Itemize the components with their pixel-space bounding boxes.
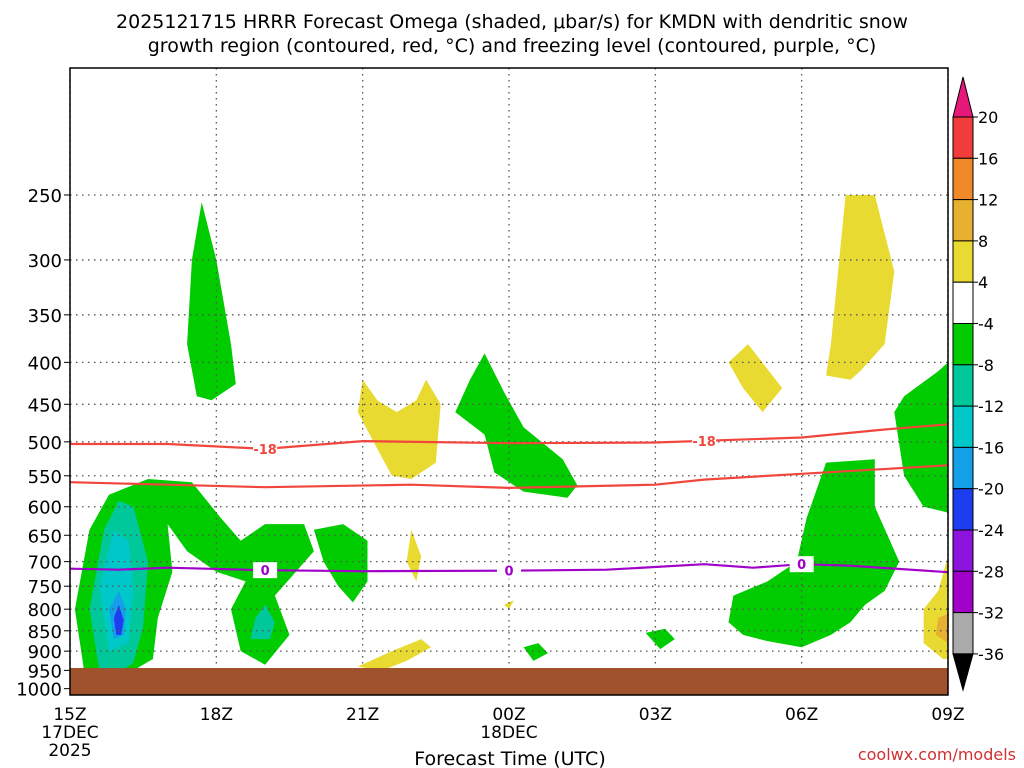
y-tick-label: 400	[28, 353, 62, 374]
y-tick-label: 950	[28, 661, 62, 682]
plot-frame	[69, 67, 949, 696]
y-tick-label: 500	[28, 433, 62, 454]
omega-region-10	[645, 628, 675, 650]
x-tick-date: 18DEC	[480, 723, 537, 743]
colorbar-label: -24	[978, 521, 1004, 540]
dgz-upper-18C-label-bg	[692, 432, 717, 449]
y-tick-label: 900	[28, 642, 62, 663]
terrain-band	[70, 668, 948, 695]
omega-region-8	[455, 353, 578, 498]
freezing-level-0C-label: 0	[797, 558, 806, 573]
colorbar-label: 8	[978, 232, 988, 251]
y-tick-label: 750	[28, 577, 62, 598]
colorbar-label: 16	[978, 149, 998, 168]
colorbar: 20 16 12 8 4 -4 -8 -12 -16 -20 -24 -28 -32 -36	[952, 76, 1004, 692]
y-tick-label: 350	[28, 306, 62, 327]
omega-region-12	[894, 362, 948, 513]
colorbar-bin	[952, 323, 974, 366]
omega-region-6	[313, 524, 368, 603]
freezing-level-0C-label: 0	[504, 565, 513, 580]
colorbar-label: -8	[978, 356, 994, 375]
colorbar-bin	[952, 488, 974, 531]
y-tick-label: 800	[28, 600, 62, 621]
colorbar-bin	[952, 612, 974, 655]
dgz-lower-12C-line	[69, 464, 949, 490]
y-tick-label: 700	[28, 553, 62, 574]
colorbar-label: -4	[978, 315, 994, 334]
y-tick-label: 650	[28, 526, 62, 547]
colorbar-bin	[952, 570, 974, 614]
colorbar-bin	[952, 240, 974, 283]
y-axis: 2503003504004505005506006507007508008509…	[16, 186, 70, 701]
omega-region-18	[826, 195, 895, 380]
colorbar-bin	[952, 199, 974, 242]
watermark: coolwx.com/models	[858, 745, 1016, 764]
freezing-level-0C-label-bg	[789, 556, 814, 573]
colorbar-label: 20	[978, 108, 998, 127]
x-tick-label: 21Z	[346, 705, 379, 725]
chart-title-line2: growth region (contoured, red, °C) and f…	[148, 35, 877, 57]
omega-region-13	[357, 379, 441, 479]
colorbar-bin	[952, 446, 974, 490]
dgz-upper-18C-label: -18	[253, 443, 277, 458]
y-tick-label: 850	[28, 622, 62, 643]
colorbar-bin	[952, 281, 974, 325]
omega-region-7	[187, 202, 236, 401]
colorbar-label: 12	[978, 191, 998, 210]
omega-shading	[74, 195, 948, 676]
y-tick-label: 450	[28, 395, 62, 416]
colorbar-label: 4	[978, 273, 988, 292]
omega-region-16	[357, 639, 431, 671]
omega-region-9	[523, 643, 548, 661]
colorbar-label: -36	[978, 645, 1004, 664]
x-tick-label: 00Z	[492, 705, 525, 725]
y-tick-label: 300	[28, 251, 62, 272]
colorbar-label: -20	[978, 480, 1004, 499]
dgz-upper-18C-label: -18	[692, 435, 716, 450]
colorbar-bottom-arrow	[952, 653, 974, 692]
colorbar-label: -12	[978, 397, 1004, 416]
colorbar-label: -32	[978, 604, 1004, 623]
omega-region-17	[728, 344, 783, 413]
omega-region-11	[728, 459, 900, 648]
freezing-level-0C-label-bg	[497, 562, 521, 579]
dgz-upper-18C-label-bg	[253, 440, 278, 457]
omega-region-15	[504, 600, 514, 610]
x-tick-label: 18Z	[200, 705, 233, 725]
freezing-level-0C-label: 0	[261, 564, 270, 579]
colorbar-bin	[952, 157, 974, 201]
y-tick-label: 600	[28, 498, 62, 519]
dgz-upper-18C-line	[70, 423, 949, 451]
contour-lines: -18 -18 0 0 0	[69, 423, 949, 580]
colorbar-bin	[952, 405, 974, 448]
y-tick-label: 550	[28, 467, 62, 488]
x-tick-label: 06Z	[785, 705, 818, 725]
chart-title-line1: 2025121715 HRRR Forecast Omega (shaded, …	[116, 11, 908, 33]
x-tick-label: 09Z	[931, 705, 964, 725]
x-tick-date: 17DEC	[41, 723, 98, 743]
x-tick-label: 03Z	[639, 705, 672, 725]
colorbar-bin	[952, 116, 974, 159]
x-axis-label: Forecast Time (UTC)	[414, 748, 605, 768]
colorbar-bin	[952, 364, 974, 407]
colorbar-bin	[952, 529, 974, 572]
y-tick-label: 1000	[16, 680, 62, 701]
x-tick-year: 2025	[48, 741, 91, 761]
freezing-level-0C-label-bg	[253, 562, 278, 579]
y-tick-label: 250	[28, 186, 62, 207]
colorbar-top-arrow	[952, 76, 974, 118]
colorbar-label: -16	[978, 438, 1004, 457]
omega-region-14	[406, 529, 422, 582]
omega-region-20	[935, 613, 948, 644]
colorbar-label: -28	[978, 562, 1004, 581]
x-tick-label: 15Z	[53, 705, 86, 725]
omega-region-4	[113, 604, 124, 635]
